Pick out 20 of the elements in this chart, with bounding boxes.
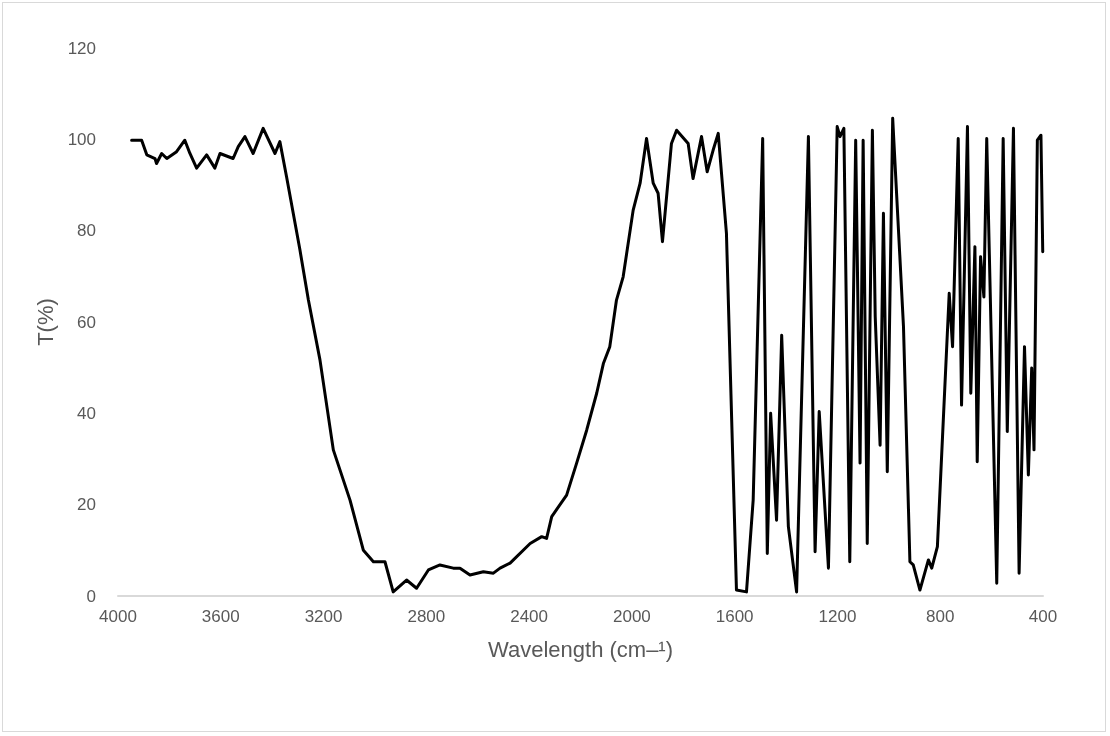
- x-tick-label: 2000: [612, 607, 651, 626]
- y-tick-label: 100: [67, 129, 96, 149]
- y-tick-label: 60: [77, 312, 96, 332]
- y-tick-label: 0: [86, 586, 96, 606]
- y-tick-label: 40: [77, 403, 96, 423]
- y-tick-label: 80: [77, 221, 96, 241]
- x-tick-label: 2400: [510, 607, 549, 626]
- x-tick-label: 1200: [818, 607, 857, 626]
- x-tick-label: 2800: [407, 607, 446, 626]
- line-series: [130, 116, 1045, 594]
- y-tick-label: 120: [67, 38, 96, 58]
- x-axis-title: Wavelength (cm–¹): [487, 636, 674, 662]
- x-tick-label: 800: [926, 607, 955, 626]
- x-tick-label: 4000: [99, 607, 137, 626]
- y-tick-label: 20: [77, 495, 96, 515]
- x-tick-label: 3200: [304, 607, 343, 626]
- x-tick-label: 3600: [201, 607, 240, 626]
- y-axis-title: T(%): [33, 298, 59, 346]
- x-tick-label: 400: [1028, 607, 1058, 626]
- x-tick-label: 1600: [715, 607, 754, 626]
